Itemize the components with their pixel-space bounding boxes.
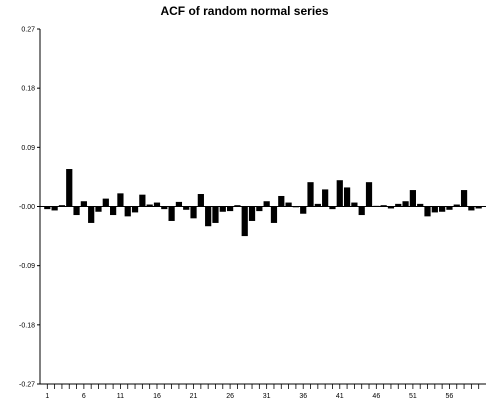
acf-bar xyxy=(307,182,314,207)
y-tick-label: -0.18 xyxy=(19,322,35,329)
acf-bar xyxy=(424,206,431,217)
x-tick-label: 46 xyxy=(372,393,380,400)
acf-bar xyxy=(51,206,58,211)
acf-bar xyxy=(190,206,197,219)
y-axis: 0.27 0.18 0.09 -0.00 -0.09 -0.18 -0.27 xyxy=(19,27,41,389)
x-tick-label: 36 xyxy=(299,393,307,400)
acf-bar xyxy=(66,169,73,207)
x-tick-label: 16 xyxy=(153,393,161,400)
acf-bar xyxy=(175,201,183,207)
acf-bar xyxy=(417,203,424,207)
acf-bar xyxy=(234,205,241,207)
acf-bar xyxy=(263,201,270,207)
acf-bars xyxy=(44,169,482,237)
y-tick-label: -0.09 xyxy=(19,263,35,270)
acf-bar xyxy=(358,206,365,216)
acf-bar xyxy=(58,205,66,207)
x-tick-label: 51 xyxy=(409,393,417,400)
acf-bar xyxy=(402,201,409,207)
x-tick-label: 1 xyxy=(45,393,49,400)
y-tick-label: 0.27 xyxy=(21,27,35,34)
acf-bar xyxy=(248,206,256,221)
acf-bar xyxy=(300,206,307,214)
acf-bar xyxy=(219,206,226,212)
x-tick-label: 41 xyxy=(336,393,344,400)
acf-bar xyxy=(365,182,373,207)
acf-bar xyxy=(475,206,482,209)
acf-bar xyxy=(314,203,321,207)
acf-bar xyxy=(409,190,416,207)
chart-title: ACF of random normal series xyxy=(160,4,329,18)
acf-bar xyxy=(88,206,95,223)
acf-bar xyxy=(168,206,175,221)
acf-bar xyxy=(343,187,351,207)
y-tick-label: 0.09 xyxy=(21,145,35,152)
y-tick-label: -0.27 xyxy=(19,382,35,389)
acf-bar xyxy=(431,206,438,213)
acf-bar xyxy=(44,206,51,210)
acf-bar xyxy=(80,201,87,207)
acf-bar xyxy=(322,189,329,207)
acf-bar xyxy=(153,202,161,207)
acf-bar xyxy=(124,206,131,217)
acf-bar xyxy=(468,206,475,211)
acf-bar xyxy=(183,206,190,210)
acf-bar xyxy=(460,190,468,207)
acf-bar xyxy=(226,206,234,212)
acf-bar xyxy=(212,206,219,223)
acf-bar xyxy=(285,202,292,207)
acf-bar xyxy=(241,206,248,237)
acf-bar xyxy=(446,206,453,210)
acf-bar xyxy=(380,205,387,207)
acf-bar xyxy=(395,203,402,207)
acf-bar xyxy=(278,195,285,207)
acf-bar xyxy=(373,205,380,207)
acf-bar xyxy=(139,194,146,207)
acf-bar xyxy=(102,198,109,207)
y-tick-label: 0.18 xyxy=(21,86,35,93)
acf-bar xyxy=(387,206,395,209)
acf-bar xyxy=(256,206,263,212)
x-tick-label: 11 xyxy=(117,393,124,400)
acf-bar xyxy=(205,206,212,227)
acf-bar xyxy=(110,206,117,216)
x-axis: 1 6 11 16 21 26 31 36 41 46 51 56 xyxy=(40,383,486,400)
acf-bar xyxy=(73,206,80,216)
y-tick-label: -0.00 xyxy=(19,204,35,211)
x-tick-label: 26 xyxy=(226,393,234,400)
x-tick-label: 21 xyxy=(190,393,198,400)
acf-bar xyxy=(161,206,168,210)
acf-bar xyxy=(95,206,102,212)
x-tick-label: 6 xyxy=(82,393,86,400)
acf-bar xyxy=(131,206,139,213)
acf-bar xyxy=(453,204,460,207)
acf-bar xyxy=(270,206,278,223)
acf-bar xyxy=(146,204,153,207)
x-tick-label: 31 xyxy=(263,393,271,400)
acf-bar xyxy=(197,194,204,207)
acf-bar xyxy=(329,206,336,210)
acf-bar xyxy=(439,206,446,212)
acf-bar xyxy=(117,193,124,207)
x-tick-label: 56 xyxy=(446,393,454,400)
acf-bar xyxy=(351,202,358,207)
acf-bar xyxy=(336,180,343,207)
acf-bar xyxy=(292,206,300,208)
